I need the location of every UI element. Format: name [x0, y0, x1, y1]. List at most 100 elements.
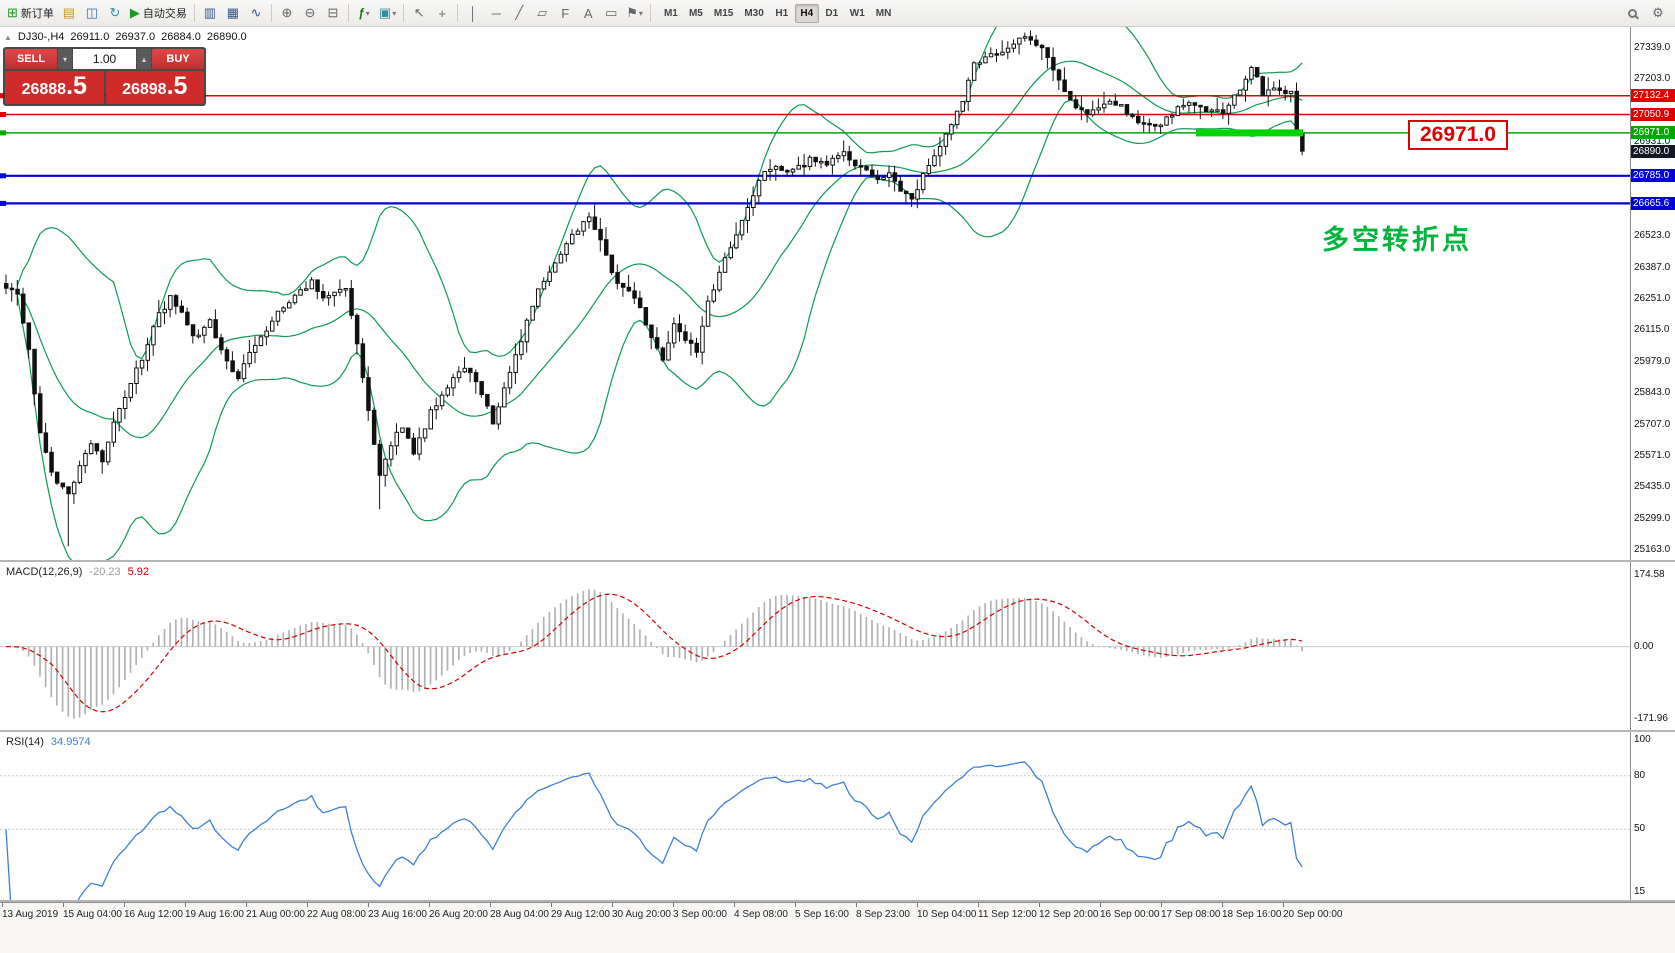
time-axis-label: 29 Aug 12:00 — [551, 909, 610, 920]
price-scale[interactable]: 27339.0 27203.0 26931.0 26523.0 26387.0 26251… — [1630, 27, 1675, 902]
time-axis-label: 28 Aug 04:00 — [490, 909, 549, 920]
price-scale-tick: 26251.0 — [1634, 293, 1671, 304]
chevron-down-icon: ▾ — [392, 8, 397, 18]
fibonacci-icon: F — [561, 5, 570, 21]
price-scale-tick: 27339.0 — [1634, 42, 1671, 53]
rsi-scale-tick: 15 — [1634, 886, 1646, 897]
buy-price[interactable]: 26898 .5 — [105, 71, 204, 104]
price-scale-tick: 25979.0 — [1634, 355, 1671, 367]
timeframe-m5[interactable]: M5 — [688, 7, 703, 19]
oneclick-toggle[interactable]: ▲ — [4, 32, 12, 42]
time-axis-label: 22 Aug 08:00 — [307, 909, 366, 920]
timeframe-m1[interactable]: M1 — [663, 7, 678, 19]
channel-icon: ▱ — [537, 5, 548, 20]
fibonacci-button[interactable]: F — [554, 2, 576, 24]
refresh-icon: ↻ — [109, 5, 121, 20]
macd-scale-tick: -171.96 — [1634, 712, 1668, 724]
high-value: 26937.0 — [115, 31, 156, 43]
chart-annotation-text[interactable]: 多空转折点 — [1322, 225, 1472, 255]
candlestick-chart-button[interactable]: ▦ — [222, 2, 244, 24]
sell-price[interactable]: 26888 .5 — [5, 71, 104, 104]
macd-name: MACD(12,26,9) — [6, 566, 83, 578]
main-chart[interactable] — [0, 27, 1630, 560]
toolbar-separator — [649, 4, 651, 22]
time-axis-tick — [429, 903, 430, 907]
time-axis[interactable]: 13 Aug 2019 15 Aug 04:00 16 Aug 12:00 19 Au… — [0, 902, 1675, 953]
timeframe-m15[interactable]: M15 — [713, 7, 734, 19]
zoom-in-button[interactable]: ⊕ — [276, 2, 298, 24]
indicators-button[interactable]: ƒ ▾ — [353, 2, 375, 24]
level-price-label: 26785.0 — [1631, 169, 1675, 183]
search-icon — [1627, 8, 1637, 18]
price-scale-tick: 25435.0 — [1634, 481, 1671, 493]
panel-separator[interactable] — [0, 900, 1675, 902]
refresh-button[interactable]: ↻ — [104, 2, 126, 24]
sell-button[interactable]: SELL — [5, 49, 57, 69]
tile-windows-button[interactable]: ⊟ — [322, 2, 344, 24]
time-axis-tick — [795, 903, 796, 907]
market-watch-button[interactable]: ◫ — [81, 2, 103, 24]
tile-windows-icon: ⊟ — [327, 5, 339, 20]
time-axis-tick — [1283, 903, 1284, 907]
autotrade-button[interactable]: ▶ 自动交易 — [127, 2, 190, 24]
vertical-line-icon: │ — [469, 5, 478, 21]
price-scale-tick: 26523.0 — [1634, 230, 1671, 242]
market-watch-icon: ◫ — [85, 5, 99, 20]
volume-input[interactable]: 1.00 — [73, 49, 136, 69]
timeframe-m30[interactable]: M30 — [744, 7, 764, 19]
macd-panel[interactable] — [0, 562, 1630, 730]
chevron-down-icon: ▾ — [365, 8, 370, 18]
volume-up-button[interactable]: ▴ — [137, 49, 151, 69]
time-axis-label: 15 Aug 04:00 — [63, 909, 122, 920]
shapes-icon: ⚑ — [626, 5, 638, 20]
price-scale-tick: 25571.0 — [1634, 449, 1671, 461]
level-price-label: 26971.0 — [1631, 126, 1675, 140]
settings-button[interactable]: ⚙ — [1647, 2, 1669, 24]
time-axis-tick — [185, 903, 186, 907]
charts-button[interactable]: ▤ — [58, 2, 80, 24]
rsi-scale-tick: 80 — [1634, 769, 1646, 781]
crosshair-button[interactable]: + — [431, 2, 453, 24]
text-tool-button[interactable]: A — [577, 2, 599, 24]
timeframe-w1[interactable]: W1 — [849, 7, 865, 19]
trendline-button[interactable]: ╱ — [508, 2, 530, 24]
zoom-out-button[interactable]: ⊖ — [299, 2, 321, 24]
highlight-zone[interactable] — [1196, 129, 1303, 137]
macd-histogram — [10, 589, 1303, 719]
channel-button[interactable]: ▱ — [531, 2, 553, 24]
low-value: 26884.0 — [161, 31, 201, 43]
volume-down-button[interactable]: ▾ — [58, 49, 72, 69]
bar-chart-button[interactable]: ▥ — [199, 2, 221, 24]
time-axis-label: 3 Sep 00:00 — [673, 909, 727, 920]
bid-price-label: 26890.0 — [1631, 145, 1675, 159]
horizontal-line-button[interactable]: ─ — [485, 2, 507, 24]
buy-button[interactable]: BUY — [152, 49, 204, 69]
time-axis-tick — [368, 903, 369, 907]
search-button[interactable] — [1621, 2, 1643, 24]
zoom-in-icon: ⊕ — [281, 5, 293, 20]
time-axis-tick — [856, 903, 857, 907]
cursor-button[interactable]: ↖ — [408, 2, 430, 24]
timeframe-mn[interactable]: MN — [875, 7, 892, 19]
timeframe-h1[interactable]: H1 — [775, 7, 789, 19]
line-chart-icon: ∿ — [250, 5, 262, 20]
rsi-panel[interactable] — [0, 732, 1630, 900]
timeframe-d1[interactable]: D1 — [825, 7, 839, 19]
panel-separator[interactable] — [0, 730, 1675, 732]
shapes-button[interactable]: ⚑ ▾ — [623, 2, 646, 24]
level-lines[interactable] — [0, 93, 1630, 206]
timeframe-h4[interactable]: H4 — [794, 3, 819, 23]
label-tool-icon: ▭ — [605, 5, 618, 20]
price-scale-tick: 26931.0 — [1634, 136, 1671, 148]
new-order-button[interactable]: ⊞ 新订单 — [4, 2, 57, 24]
panel-separator[interactable] — [0, 560, 1675, 562]
price-callout[interactable]: 26971.0 — [1408, 120, 1508, 150]
vertical-line-button[interactable]: │ — [462, 2, 484, 24]
label-tool-button[interactable]: ▭ — [600, 2, 622, 24]
line-chart-button[interactable]: ∿ — [245, 2, 267, 24]
time-axis-label: 5 Sep 16:00 — [795, 909, 849, 920]
text-tool-icon: A — [583, 5, 593, 21]
objects-button[interactable]: ▣ ▾ — [376, 2, 399, 24]
main-chart-panel[interactable] — [0, 27, 1630, 560]
rsi-scale-tick: 100 — [1634, 734, 1651, 745]
